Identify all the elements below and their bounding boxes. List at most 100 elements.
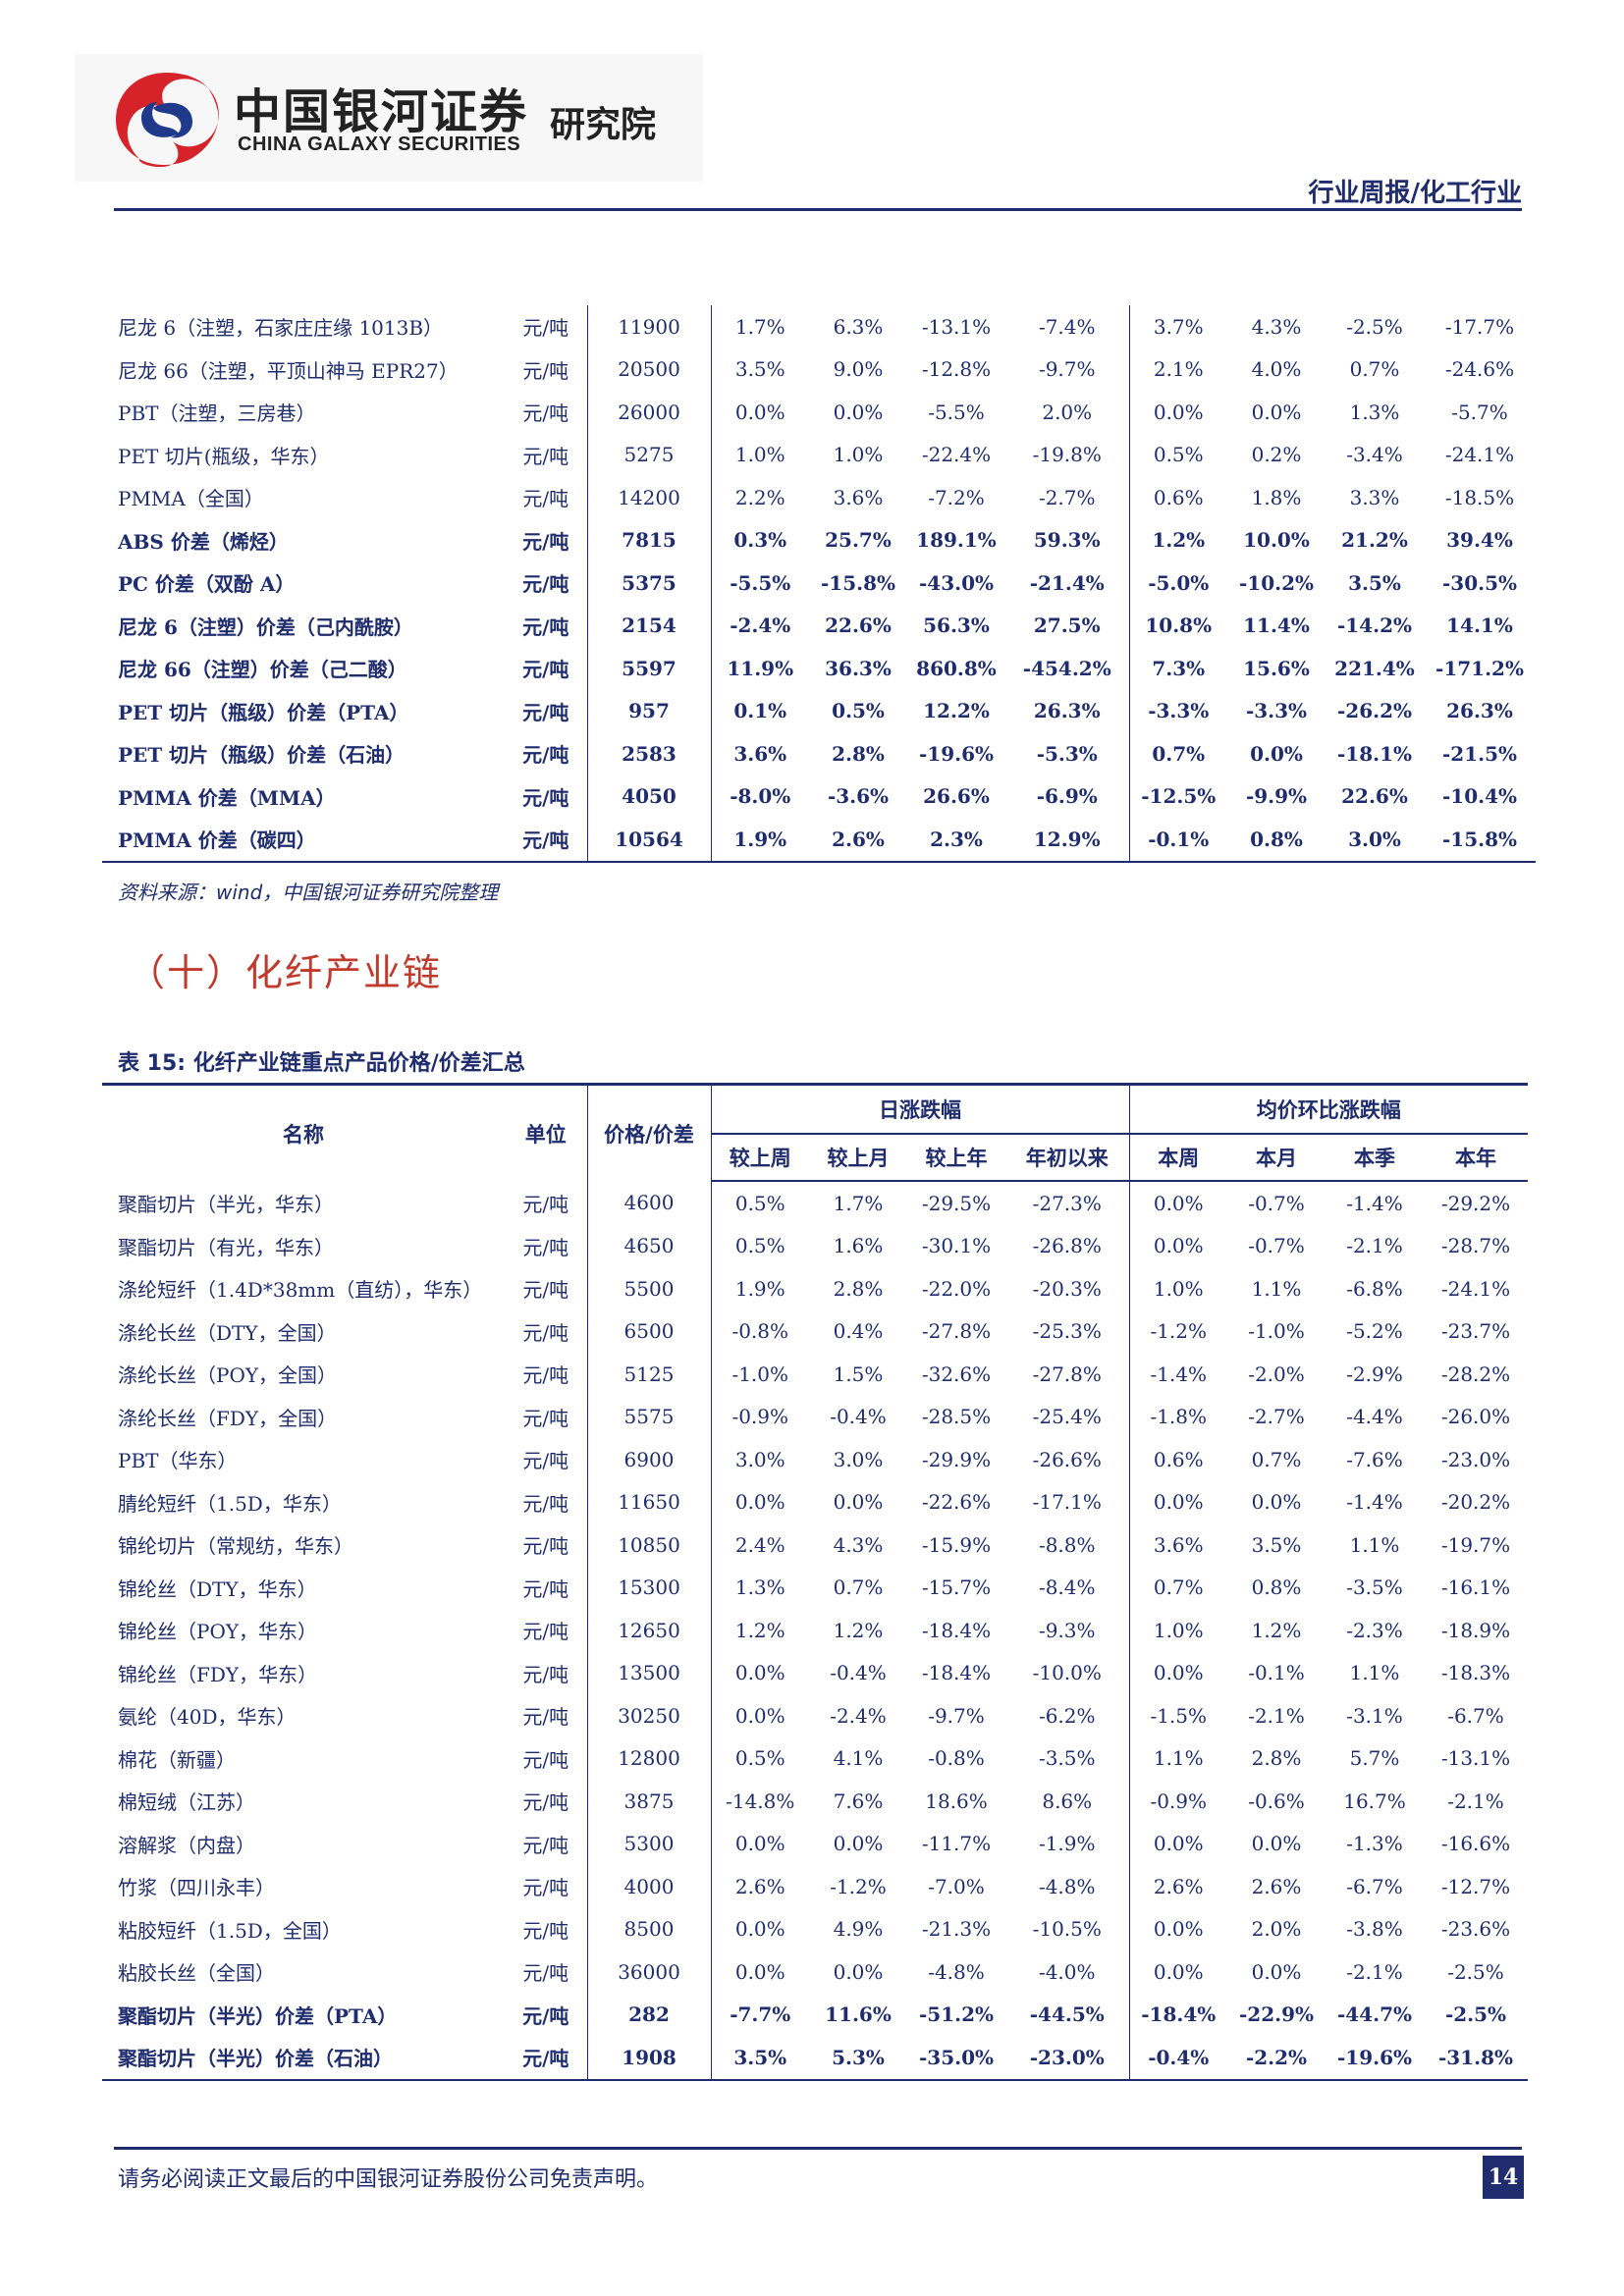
row-name: 氨纶（40D，华东） [118, 1705, 297, 1730]
row-change-value: -18.4% [921, 1661, 992, 1685]
row-change-value: -7.6% [1346, 1447, 1403, 1471]
row-price: 4600 [587, 1181, 712, 1225]
row-change-value: 3.0% [833, 1447, 884, 1471]
row-change-value: -2.1% [1447, 1789, 1504, 1813]
plastics-table-body: 尼龙 6（注塑，石家庄庄缘 1013B） 元/吨 11900 1.7% 6.3% -13.… [102, 305, 1536, 863]
row-change-value: -2.4% [830, 1703, 887, 1728]
page-number: 14 [1483, 2156, 1524, 2199]
row-change-value: 4.0% [1251, 357, 1302, 382]
row-change-value: 0.7% [1153, 1575, 1204, 1600]
row-price: 12800 [587, 1736, 712, 1780]
row-change-value: 3.6% [733, 741, 787, 766]
row-name: 锦纶丝（DTY，华东） [118, 1576, 317, 1601]
row-change-value: -3.4% [1346, 443, 1403, 467]
row-price: 5500 [587, 1267, 712, 1310]
row-change-value: 10.0% [1243, 528, 1310, 553]
row-price: 5275 [587, 433, 712, 476]
row-change-value: -2.4% [730, 614, 791, 638]
row-change-value: -14.8% [726, 1789, 795, 1813]
row-name: 棉花（新疆） [118, 1747, 236, 1772]
row-change-value: -0.9% [731, 1405, 789, 1429]
row-change-value: 1.2% [833, 1618, 884, 1642]
row-change-value: -15.8% [1424, 818, 1536, 863]
row-change-value: 1.6% [833, 1234, 884, 1258]
row-unit: 元/吨 [505, 1694, 588, 1737]
row-change-value: -4.4% [1346, 1405, 1403, 1429]
row-name: 锦纶丝（FDY，华东） [118, 1662, 318, 1686]
row-change-value: -3.5% [1005, 1736, 1130, 1780]
header-this-quarter: 本季 [1326, 1133, 1424, 1182]
row-change-value: 860.8% [916, 656, 997, 680]
row-change-value: -2.0% [1248, 1362, 1305, 1386]
table-row: 尼龙 6（注塑，石家庄庄缘 1013B） 元/吨 11900 1.7% 6.3% -13.… [102, 305, 1536, 348]
row-change-value: -2.2% [1227, 2036, 1326, 2081]
table-row: 涤纶长丝（POY，全国） 元/吨 5125 -1.0% 1.5% -32.6% -27.8%… [102, 1353, 1528, 1396]
row-change-value: 2.0% [1251, 1917, 1302, 1942]
row-change-value: -0.4% [830, 1405, 887, 1429]
row-change-value: -1.9% [1005, 1822, 1130, 1865]
row-change-value: 22.6% [825, 614, 892, 638]
header-divider [114, 208, 1522, 211]
row-name: 聚酯切片（半光）价差（PTA） [118, 2003, 398, 2028]
row-unit: 元/吨 [505, 1651, 588, 1694]
row-change-value: -0.7% [1248, 1234, 1305, 1258]
row-unit: 元/吨 [505, 518, 588, 561]
row-change-value: -30.5% [1441, 570, 1517, 595]
logo-chinese-name: 中国银河证券 [234, 84, 529, 139]
header-vs-last-month: 较上月 [809, 1133, 907, 1182]
logo-english-name: CHINA GALAXY SECURITIES [238, 133, 521, 155]
row-change-value: 0.0% [1153, 1661, 1204, 1685]
row-change-value: -29.5% [921, 1191, 992, 1215]
row-change-value: -26.6% [1005, 1438, 1130, 1481]
header-unit: 单位 [505, 1083, 588, 1181]
row-change-value: -2.1% [1248, 1703, 1305, 1728]
row-name: 聚酯切片（半光，华东） [118, 1192, 334, 1216]
row-unit: 元/吨 [505, 476, 588, 519]
row-change-value: 1.2% [1251, 1618, 1302, 1642]
row-price: 11900 [587, 305, 712, 348]
row-change-value: 0.0% [1251, 400, 1302, 424]
header-year-to-date: 年初以来 [1005, 1133, 1130, 1182]
row-change-value: 0.0% [734, 1917, 785, 1942]
row-unit: 元/吨 [505, 774, 588, 818]
row-change-value: 2.8% [833, 1276, 884, 1301]
row-change-value: -0.6% [1248, 1789, 1305, 1813]
row-unit: 元/吨 [505, 1950, 588, 1994]
row-name: PMMA 价差（MMA） [118, 785, 336, 810]
row-change-value: -6.8% [1346, 1276, 1403, 1301]
table-row: 粘胶短纤（1.5D，全国） 元/吨 8500 0.0% 4.9% -21.3% -10.5%… [102, 1907, 1528, 1950]
row-change-value: -7.0% [928, 1874, 985, 1898]
row-change-value: -15.7% [921, 1575, 992, 1600]
row-unit: 元/吨 [505, 689, 588, 732]
row-change-value: -4.8% [1005, 1865, 1130, 1908]
row-change-value: -1.4% [1346, 1490, 1403, 1515]
row-change-value: -10.4% [1441, 784, 1517, 809]
row-change-value: -7.4% [1005, 305, 1130, 348]
row-change-value: 0.6% [1153, 1447, 1204, 1471]
row-change-value: 0.0% [1153, 1234, 1204, 1258]
row-change-value: 0.3% [733, 528, 787, 553]
row-change-value: 2.6% [809, 818, 907, 863]
row-name: PET 切片（瓶级）价差（石油） [118, 743, 406, 768]
row-change-value: -20.3% [1005, 1267, 1130, 1310]
table-row: 尼龙 66（注塑）价差（己二酸） 元/吨 5597 11.9% 36.3% 860.8% -… [102, 647, 1536, 690]
row-unit: 元/吨 [505, 1736, 588, 1780]
row-price: 13500 [587, 1651, 712, 1694]
row-change-value: -1.5% [1150, 1703, 1208, 1728]
row-change-value: -2.1% [1346, 1959, 1403, 1984]
row-name: PBT（注塑，三房巷） [118, 401, 316, 426]
row-change-value: 2.3% [907, 818, 1005, 863]
row-price: 7815 [587, 518, 712, 561]
row-change-value: -3.3% [1148, 699, 1210, 723]
row-change-value: -2.9% [1346, 1362, 1403, 1386]
row-change-value: 0.7% [1251, 1447, 1302, 1471]
source-note: 资料来源：wind，中国银河证券研究院整理 [118, 881, 499, 904]
row-change-value: 2.1% [1153, 357, 1204, 382]
table-row: 涤纶长丝（FDY，全国） 元/吨 5575 -0.9% -0.4% -28.5% -25.4… [102, 1395, 1528, 1438]
row-price: 14200 [587, 476, 712, 519]
row-change-value: -43.0% [918, 570, 994, 595]
row-price: 2154 [587, 604, 712, 647]
table-caption: 表 15: 化纤产业链重点产品价格/价差汇总 [118, 1051, 525, 1076]
row-change-value: -2.1% [1346, 1234, 1403, 1258]
row-change-value: 3.5% [1348, 570, 1401, 595]
